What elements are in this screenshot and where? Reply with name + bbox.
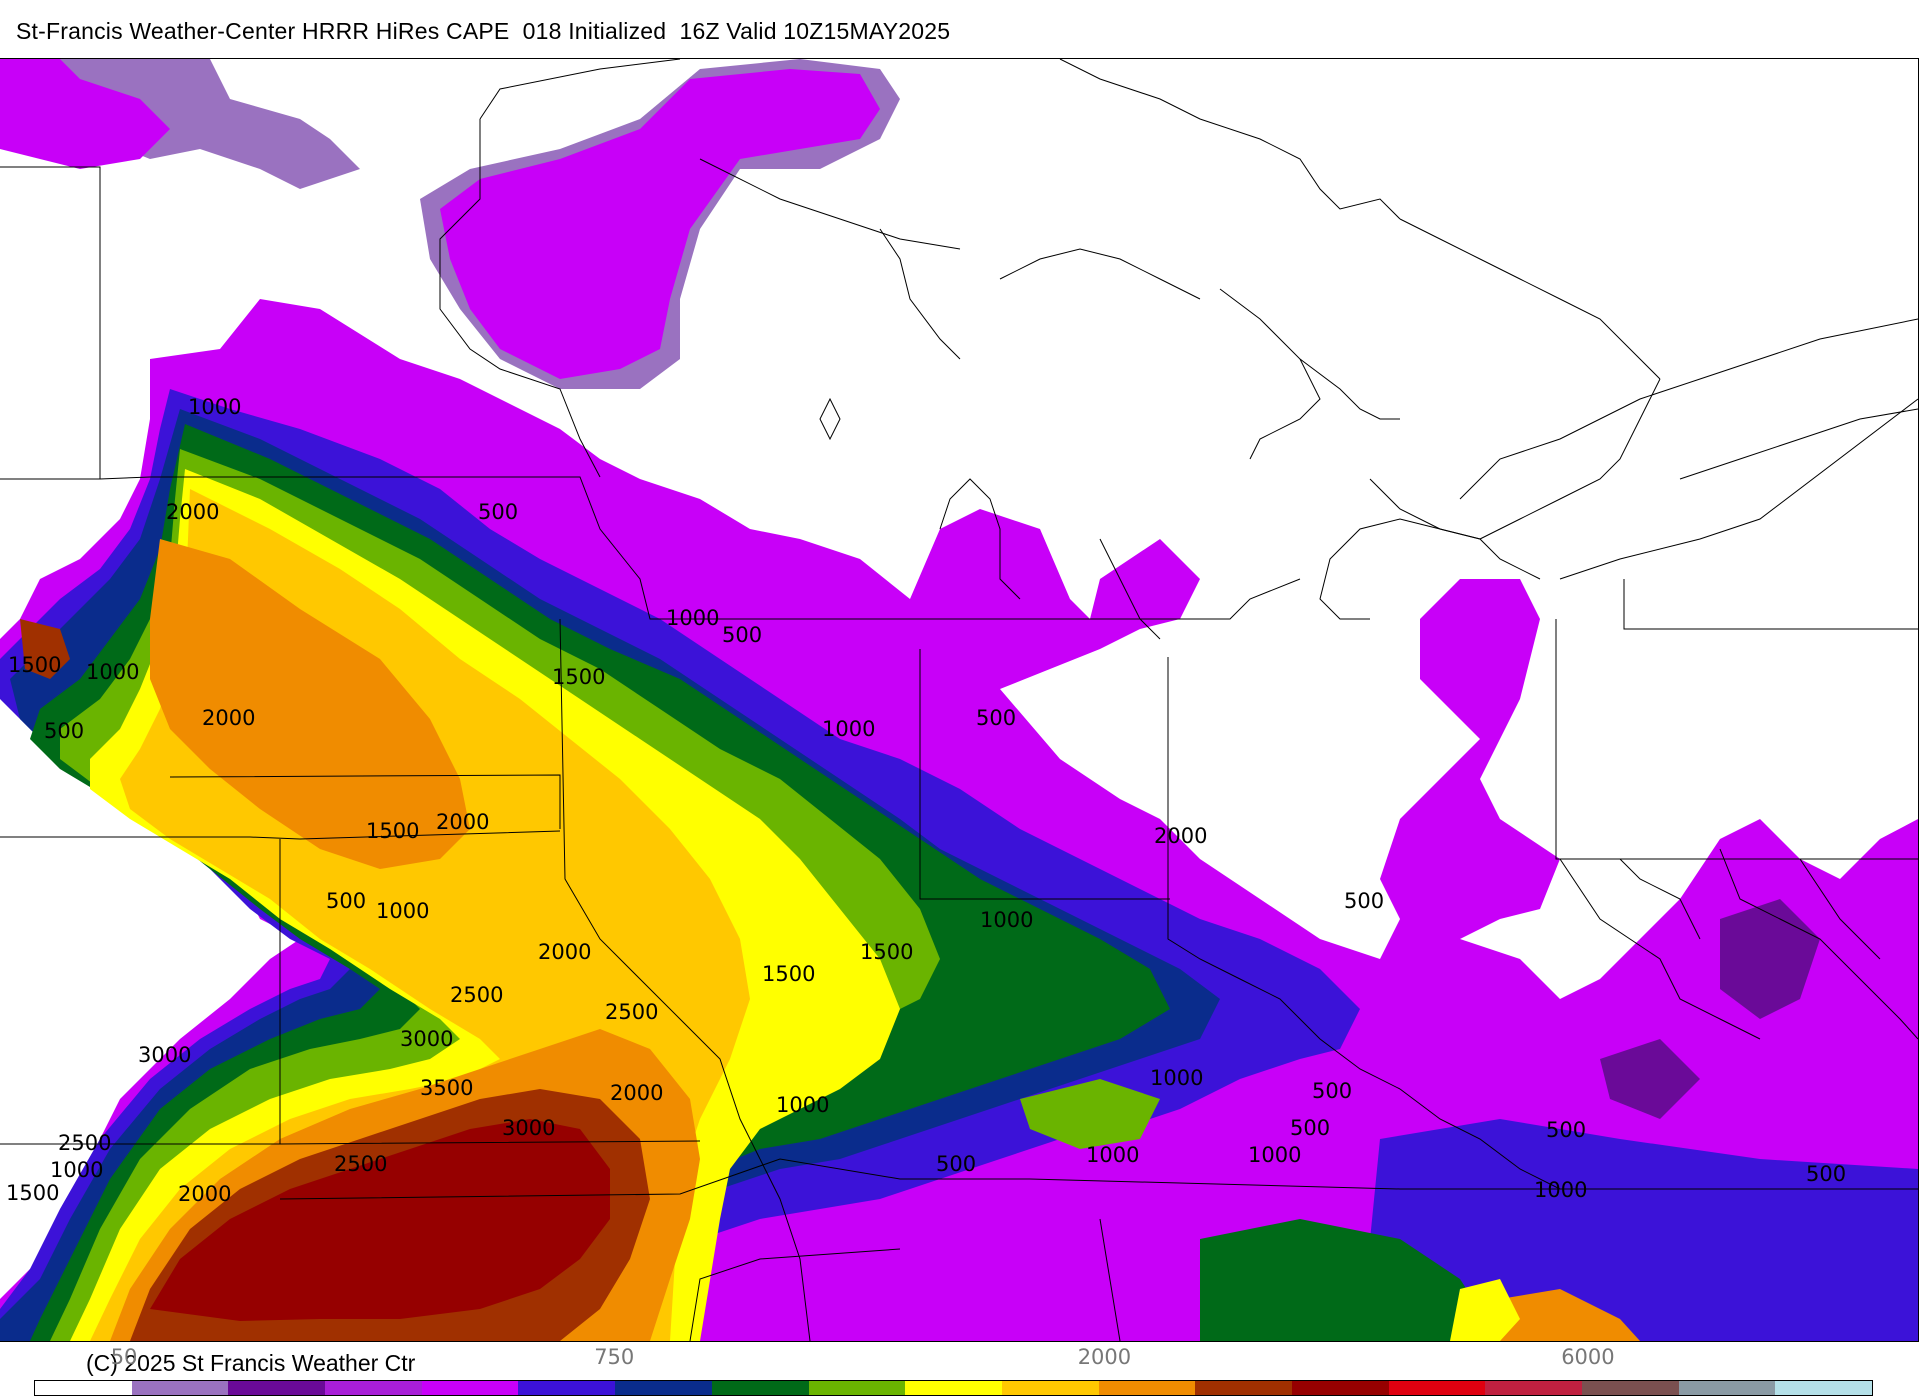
contour-label: 1000 [666, 606, 719, 630]
contour-label: 1000 [1150, 1066, 1203, 1090]
contour-label: 1000 [1086, 1143, 1139, 1167]
cape-shading [0, 59, 1918, 1341]
colorbar-cell [1291, 1381, 1389, 1395]
cape-fill-1250 [1020, 1079, 1160, 1149]
cape-fill-2000 [1480, 1289, 1640, 1341]
contour-label: 500 [1806, 1162, 1846, 1186]
cape-fill-500 [1720, 899, 1820, 1019]
colorbar-cell [615, 1381, 712, 1395]
contour-label: 2000 [166, 500, 219, 524]
contour-label: 500 [936, 1152, 976, 1176]
contour-label: 3000 [400, 1027, 453, 1051]
contour-label: 500 [326, 889, 366, 913]
contour-label: 1000 [86, 660, 139, 684]
colorbar-cell [131, 1381, 229, 1395]
colorbar-cell [1388, 1381, 1486, 1395]
contour-label: 2000 [202, 706, 255, 730]
colorbar-cell [905, 1381, 1002, 1395]
contour-label: 2500 [605, 1000, 658, 1024]
colorbar-tick-label: 2000 [1077, 1345, 1132, 1369]
cape-map-canvas: 1000 2000 500 1000 500 1500 1500 1000 20… [0, 59, 1918, 1341]
colorbar-cell [1678, 1381, 1776, 1395]
contour-label: 1000 [1534, 1178, 1587, 1202]
contour-label: 1000 [776, 1093, 829, 1117]
contour-label: 3500 [420, 1076, 473, 1100]
contour-label: 500 [478, 500, 518, 524]
colorbar-tick-label: 6000 [1561, 1345, 1615, 1369]
colorbar-cell [711, 1381, 809, 1395]
colorbar-cell [421, 1381, 519, 1395]
contour-label: 2000 [1154, 824, 1207, 848]
contour-label: 1500 [366, 819, 419, 843]
contour-label: 500 [44, 719, 84, 743]
cape-fill-1000 [1200, 1219, 1500, 1341]
contour-label: 2000 [538, 940, 591, 964]
cape-fill-250 [440, 69, 880, 379]
contour-label: 500 [722, 623, 762, 647]
contour-label: 500 [1312, 1079, 1352, 1103]
cape-fill-3000 [150, 1119, 610, 1321]
cape-fill-1500 [1450, 1279, 1520, 1341]
cape-fill-2500 [20, 619, 70, 679]
colorbar-cell [325, 1381, 422, 1395]
colorbar-cell [808, 1381, 906, 1395]
colorbar-cell [1001, 1381, 1099, 1395]
cape-map: 1000 2000 500 1000 500 1500 1500 1000 20… [0, 58, 1919, 1342]
contour-label: 1500 [552, 665, 605, 689]
cape-fill-250 [0, 59, 170, 169]
contour-label: 500 [1290, 1116, 1330, 1140]
cape-fill-2000 [150, 539, 470, 869]
colorbar-cell [1195, 1381, 1292, 1395]
contour-label: 1000 [376, 899, 429, 923]
contour-label: 2000 [436, 810, 489, 834]
colorbar-cell [1582, 1381, 1679, 1395]
contour-label: 2500 [58, 1131, 111, 1155]
contour-label: 1000 [980, 908, 1033, 932]
colorbar-cell [1775, 1381, 1873, 1395]
contour-label: 2500 [450, 983, 503, 1007]
state-boundaries [0, 59, 1918, 1341]
contour-label: 500 [1546, 1118, 1586, 1142]
contour-label: 500 [1344, 889, 1384, 913]
contour-label: 500 [976, 706, 1016, 730]
colorbar-cell [228, 1381, 326, 1395]
contour-label: 3000 [502, 1116, 555, 1140]
contour-label: 3000 [138, 1043, 191, 1067]
contour-label: 2500 [334, 1152, 387, 1176]
contour-label: 2000 [178, 1182, 231, 1206]
contour-label: 1500 [6, 1181, 59, 1205]
contour-label: 1500 [860, 940, 913, 964]
cape-fill-500 [1600, 1039, 1700, 1119]
colorbar-cell [1485, 1381, 1582, 1395]
contour-label: 1000 [50, 1158, 103, 1182]
contour-label: 1500 [8, 653, 61, 677]
map-title: St-Francis Weather-Center HRRR HiRes CAP… [16, 18, 951, 44]
contour-label: 1500 [762, 962, 815, 986]
colorbar-cell [1098, 1381, 1196, 1395]
contour-label: 2000 [610, 1081, 663, 1105]
colorbar-tick-label: 750 [594, 1345, 635, 1369]
contour-label: 1000 [1248, 1143, 1301, 1167]
copyright-text: (C) 2025 St Francis Weather Ctr [86, 1350, 416, 1376]
contour-label: 1000 [822, 717, 875, 741]
contour-labels: 1000 2000 500 1000 500 1500 1500 1000 20… [6, 395, 1846, 1206]
colorbar-tick-label: 50 [110, 1345, 138, 1369]
cape-colorbar [34, 1380, 1874, 1396]
colorbar-cell [35, 1381, 132, 1395]
contour-label: 1000 [188, 395, 241, 419]
colorbar-cell [518, 1381, 616, 1395]
